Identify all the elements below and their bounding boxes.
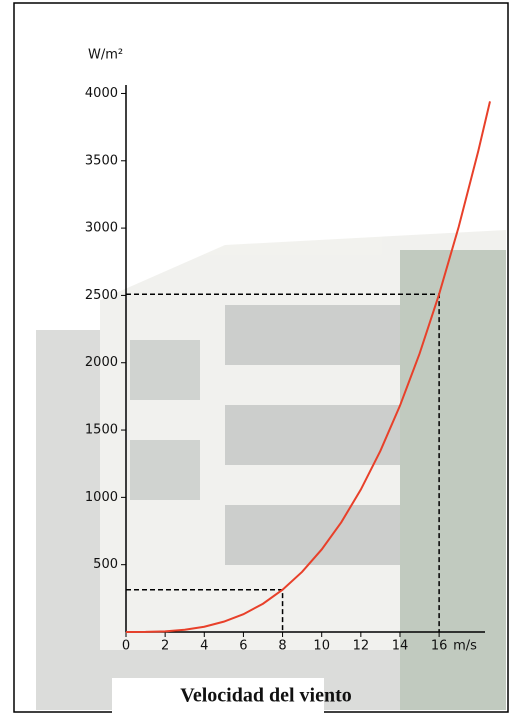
y-tick-label: 2000 <box>85 355 118 370</box>
caption: Velocidad del viento <box>180 685 352 707</box>
y-tick-label: 3500 <box>85 153 118 168</box>
x-tick-label: 16 <box>431 639 448 654</box>
caption-box <box>112 678 324 714</box>
y-tick-label: 2500 <box>85 288 118 303</box>
y-tick-label: 500 <box>93 557 118 572</box>
floor <box>225 405 405 465</box>
background-photo <box>36 230 506 710</box>
y-tick-label: 1500 <box>85 423 118 438</box>
data-line <box>125 101 491 633</box>
floor <box>130 440 200 500</box>
y-tick-label: 3000 <box>85 221 118 236</box>
floor <box>225 505 405 565</box>
frame <box>13 2 509 713</box>
y-tick-label: 4000 <box>85 86 118 101</box>
photo-ground <box>36 330 506 710</box>
x-tick-label: 2 <box>161 639 169 654</box>
x-tick-label: 10 <box>313 639 330 654</box>
floor <box>225 305 405 365</box>
x-tick-label: 14 <box>392 639 409 654</box>
floor <box>130 340 200 400</box>
trees <box>400 250 506 710</box>
x-tick-label: 8 <box>278 639 286 654</box>
x-tick-label: 4 <box>200 639 208 654</box>
x-tick-label: 6 <box>239 639 247 654</box>
x-tick-label: 12 <box>353 639 370 654</box>
x-tick-label: 0 <box>122 639 130 654</box>
y-tick-label: 1000 <box>85 490 118 505</box>
building <box>100 230 506 650</box>
x-axis-label: m/s <box>453 639 477 654</box>
y-axis-label: W/m² <box>88 48 123 63</box>
